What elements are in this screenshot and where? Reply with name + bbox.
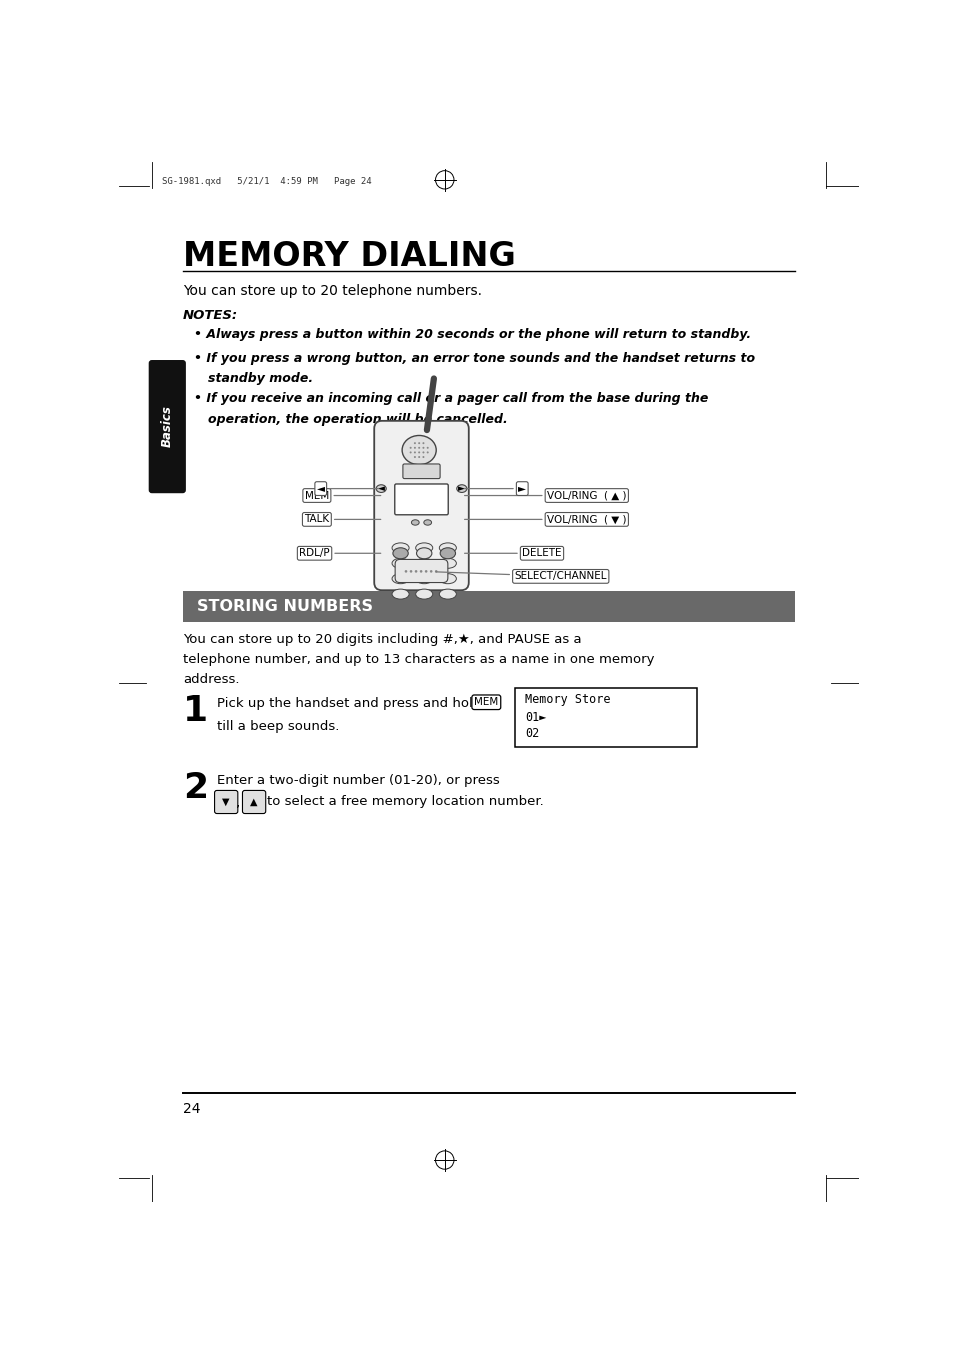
Ellipse shape [416, 574, 433, 584]
Ellipse shape [392, 589, 409, 598]
Text: You can store up to 20 telephone numbers.: You can store up to 20 telephone numbers… [183, 284, 481, 297]
Circle shape [422, 442, 424, 444]
Ellipse shape [416, 547, 432, 559]
Circle shape [422, 451, 424, 454]
Circle shape [422, 457, 424, 458]
Circle shape [424, 570, 427, 573]
Ellipse shape [416, 589, 433, 598]
Text: telephone number, and up to 13 characters as a name in one memory: telephone number, and up to 13 character… [183, 653, 654, 666]
Text: to select a free memory location number.: to select a free memory location number. [267, 796, 543, 808]
Ellipse shape [456, 485, 466, 493]
Text: operation, the operation will be cancelled.: operation, the operation will be cancell… [208, 413, 507, 426]
Text: ▼: ▼ [222, 797, 230, 807]
Circle shape [417, 442, 419, 444]
Text: You can store up to 20 digits including #,★, and PAUSE as a: You can store up to 20 digits including … [183, 632, 580, 646]
Ellipse shape [439, 574, 456, 584]
Circle shape [409, 447, 412, 449]
Text: 01►: 01► [525, 711, 546, 724]
Text: ►: ► [464, 484, 526, 493]
Circle shape [426, 451, 428, 454]
Text: ,: , [236, 794, 240, 809]
FancyBboxPatch shape [395, 559, 447, 582]
Text: • If you receive an incoming call or a pager call from the base during the: • If you receive an incoming call or a p… [193, 392, 707, 405]
Text: MEMORY DIALING: MEMORY DIALING [183, 240, 516, 273]
FancyBboxPatch shape [242, 790, 266, 813]
Text: till a beep sounds.: till a beep sounds. [216, 720, 339, 734]
Ellipse shape [439, 547, 455, 559]
Text: Pick up the handset and press and hold: Pick up the handset and press and hold [216, 697, 480, 711]
Circle shape [404, 570, 407, 573]
FancyBboxPatch shape [395, 484, 448, 515]
Ellipse shape [439, 558, 456, 569]
Text: Memory Store: Memory Store [525, 693, 610, 705]
Circle shape [417, 451, 419, 454]
Text: SG-1981.qxd   5/21/1  4:59 PM   Page 24: SG-1981.qxd 5/21/1 4:59 PM Page 24 [162, 177, 371, 185]
Ellipse shape [423, 520, 431, 526]
Text: ◄: ◄ [316, 484, 378, 493]
Text: ►: ► [457, 484, 465, 493]
Text: standby mode.: standby mode. [208, 373, 313, 385]
Circle shape [430, 570, 432, 573]
Text: 24: 24 [183, 1102, 200, 1116]
Ellipse shape [402, 435, 436, 465]
Text: VOL/RING  ( ▼ ): VOL/RING ( ▼ ) [464, 515, 626, 524]
Text: SELECT/CHANNEL: SELECT/CHANNEL [436, 571, 606, 581]
Circle shape [419, 570, 422, 573]
Text: 1: 1 [183, 694, 208, 728]
Circle shape [417, 447, 419, 449]
Ellipse shape [416, 558, 433, 569]
Text: address.: address. [183, 673, 239, 685]
Circle shape [414, 451, 416, 454]
Circle shape [414, 447, 416, 449]
Text: 2: 2 [183, 771, 208, 805]
Circle shape [414, 457, 416, 458]
Circle shape [417, 457, 419, 458]
Text: Basics: Basics [161, 405, 173, 447]
Text: RDL/P: RDL/P [299, 549, 380, 558]
Circle shape [409, 451, 412, 454]
Text: 02: 02 [525, 727, 539, 739]
FancyBboxPatch shape [214, 790, 237, 813]
Ellipse shape [392, 574, 409, 584]
Text: • If you press a wrong button, an error tone sounds and the handset returns to: • If you press a wrong button, an error … [193, 351, 754, 365]
Bar [183, 590, 794, 621]
Bar [514, 688, 696, 747]
FancyBboxPatch shape [374, 422, 468, 590]
Circle shape [414, 442, 416, 444]
Text: MEM: MEM [304, 490, 380, 500]
Text: Enter a two-digit number (01-20), or press: Enter a two-digit number (01-20), or pre… [216, 774, 499, 788]
Text: MEM: MEM [474, 697, 497, 708]
Circle shape [409, 570, 412, 573]
Ellipse shape [439, 589, 456, 598]
Ellipse shape [411, 520, 418, 526]
Ellipse shape [392, 543, 409, 553]
Ellipse shape [439, 543, 456, 553]
Text: NOTES:: NOTES: [183, 309, 237, 322]
Circle shape [415, 570, 417, 573]
Ellipse shape [393, 547, 408, 559]
Text: ◄: ◄ [377, 484, 384, 493]
Text: • Always press a button within 20 seconds or the phone will return to standby.: • Always press a button within 20 second… [193, 328, 750, 342]
Ellipse shape [375, 485, 386, 493]
Circle shape [435, 570, 437, 573]
Text: VOL/RING  ( ▲ ): VOL/RING ( ▲ ) [464, 490, 626, 500]
Circle shape [422, 447, 424, 449]
Ellipse shape [416, 543, 433, 553]
FancyBboxPatch shape [149, 359, 186, 493]
FancyBboxPatch shape [402, 463, 439, 478]
Text: STORING NUMBERS: STORING NUMBERS [196, 598, 373, 613]
Text: ▲: ▲ [250, 797, 257, 807]
Ellipse shape [392, 558, 409, 569]
Text: TALK: TALK [304, 515, 380, 524]
Text: DELETE: DELETE [464, 549, 561, 558]
Circle shape [426, 447, 428, 449]
